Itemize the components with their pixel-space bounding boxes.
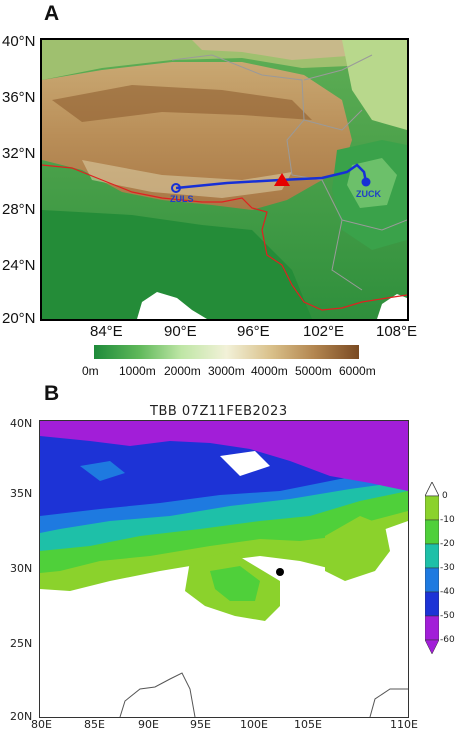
elevation-label-2000m: 2000m xyxy=(164,364,201,378)
map-b-frame xyxy=(39,420,409,718)
lat-label-b-20n: 20N xyxy=(10,710,33,723)
lat-label-b-40n: 40N xyxy=(10,417,33,430)
elevation-label-4000m: 4000m xyxy=(251,364,288,378)
flight-route xyxy=(175,163,368,190)
lon-label-84e: 84°E xyxy=(90,323,123,340)
elevation-label-1000m: 1000m xyxy=(119,364,156,378)
elevation-label-5000m: 5000m xyxy=(295,364,332,378)
lon-label-b-100e: 100E xyxy=(240,718,268,731)
lat-label-36n: 36°N xyxy=(2,89,36,106)
terrain-map xyxy=(42,40,407,319)
province-borders xyxy=(171,54,407,291)
station-label-zuck: ZUCK xyxy=(356,189,381,199)
elevation-colorbar xyxy=(94,345,359,359)
lon-label-b-85e: 85E xyxy=(84,718,105,731)
national-border xyxy=(42,164,407,311)
coastline xyxy=(119,672,196,717)
panel-b-letter: B xyxy=(44,382,60,405)
lat-label-40n: 40°N xyxy=(2,33,36,50)
tbb-label-minus30: -30 xyxy=(440,563,455,573)
lon-label-102e: 102°E xyxy=(303,323,345,340)
lat-label-b-30n: 30N xyxy=(10,562,33,575)
elevation-label-3000m: 3000m xyxy=(208,364,245,378)
tbb-label-minus50: -50 xyxy=(440,611,455,621)
lat-label-24n: 24°N xyxy=(2,257,36,274)
lon-label-90e: 90°E xyxy=(164,323,197,340)
tbb-label-minus10: -10 xyxy=(440,515,455,525)
tbb-colorbar xyxy=(425,482,439,654)
tbb-chart-title: TBB 07Z11FEB2023 xyxy=(150,404,288,419)
station-label-zuls: ZULS xyxy=(170,194,194,204)
tbb-region-minus60 xyxy=(40,421,408,491)
tbb-label-minus60: -60 xyxy=(440,635,455,645)
tbb-label-0: 0 xyxy=(442,491,448,501)
lat-label-20n: 20°N xyxy=(2,310,36,327)
lon-label-96e: 96°E xyxy=(237,323,270,340)
lat-label-32n: 32°N xyxy=(2,145,36,162)
tbb-label-minus40: -40 xyxy=(440,587,455,597)
panel-a-letter: A xyxy=(44,2,60,25)
station-zuls-marker xyxy=(171,183,181,193)
lon-label-b-110e: 110E xyxy=(390,718,418,731)
bay-of-bengal xyxy=(137,292,207,319)
tbb-label-minus20: -20 xyxy=(440,539,455,549)
tbb-map xyxy=(40,421,408,717)
map-a-frame xyxy=(40,38,409,321)
station-zuck-marker xyxy=(361,177,371,187)
lat-label-b-35n: 35N xyxy=(10,487,33,500)
tbb-cloud-east xyxy=(325,516,390,581)
lon-label-b-105e: 105E xyxy=(294,718,322,731)
lon-label-b-90e: 90E xyxy=(138,718,159,731)
elevation-label-6000m: 6000m xyxy=(339,364,376,378)
target-point-marker xyxy=(276,568,284,576)
elevation-label-0m: 0m xyxy=(82,364,99,378)
lon-label-b-95e: 95E xyxy=(190,718,211,731)
lon-label-b-80e: 80E xyxy=(31,718,52,731)
lat-label-28n: 28°N xyxy=(2,201,36,218)
target-triangle-marker xyxy=(274,173,290,186)
lat-label-b-25n: 25N xyxy=(10,637,33,650)
lon-label-108e: 108°E xyxy=(376,323,418,340)
